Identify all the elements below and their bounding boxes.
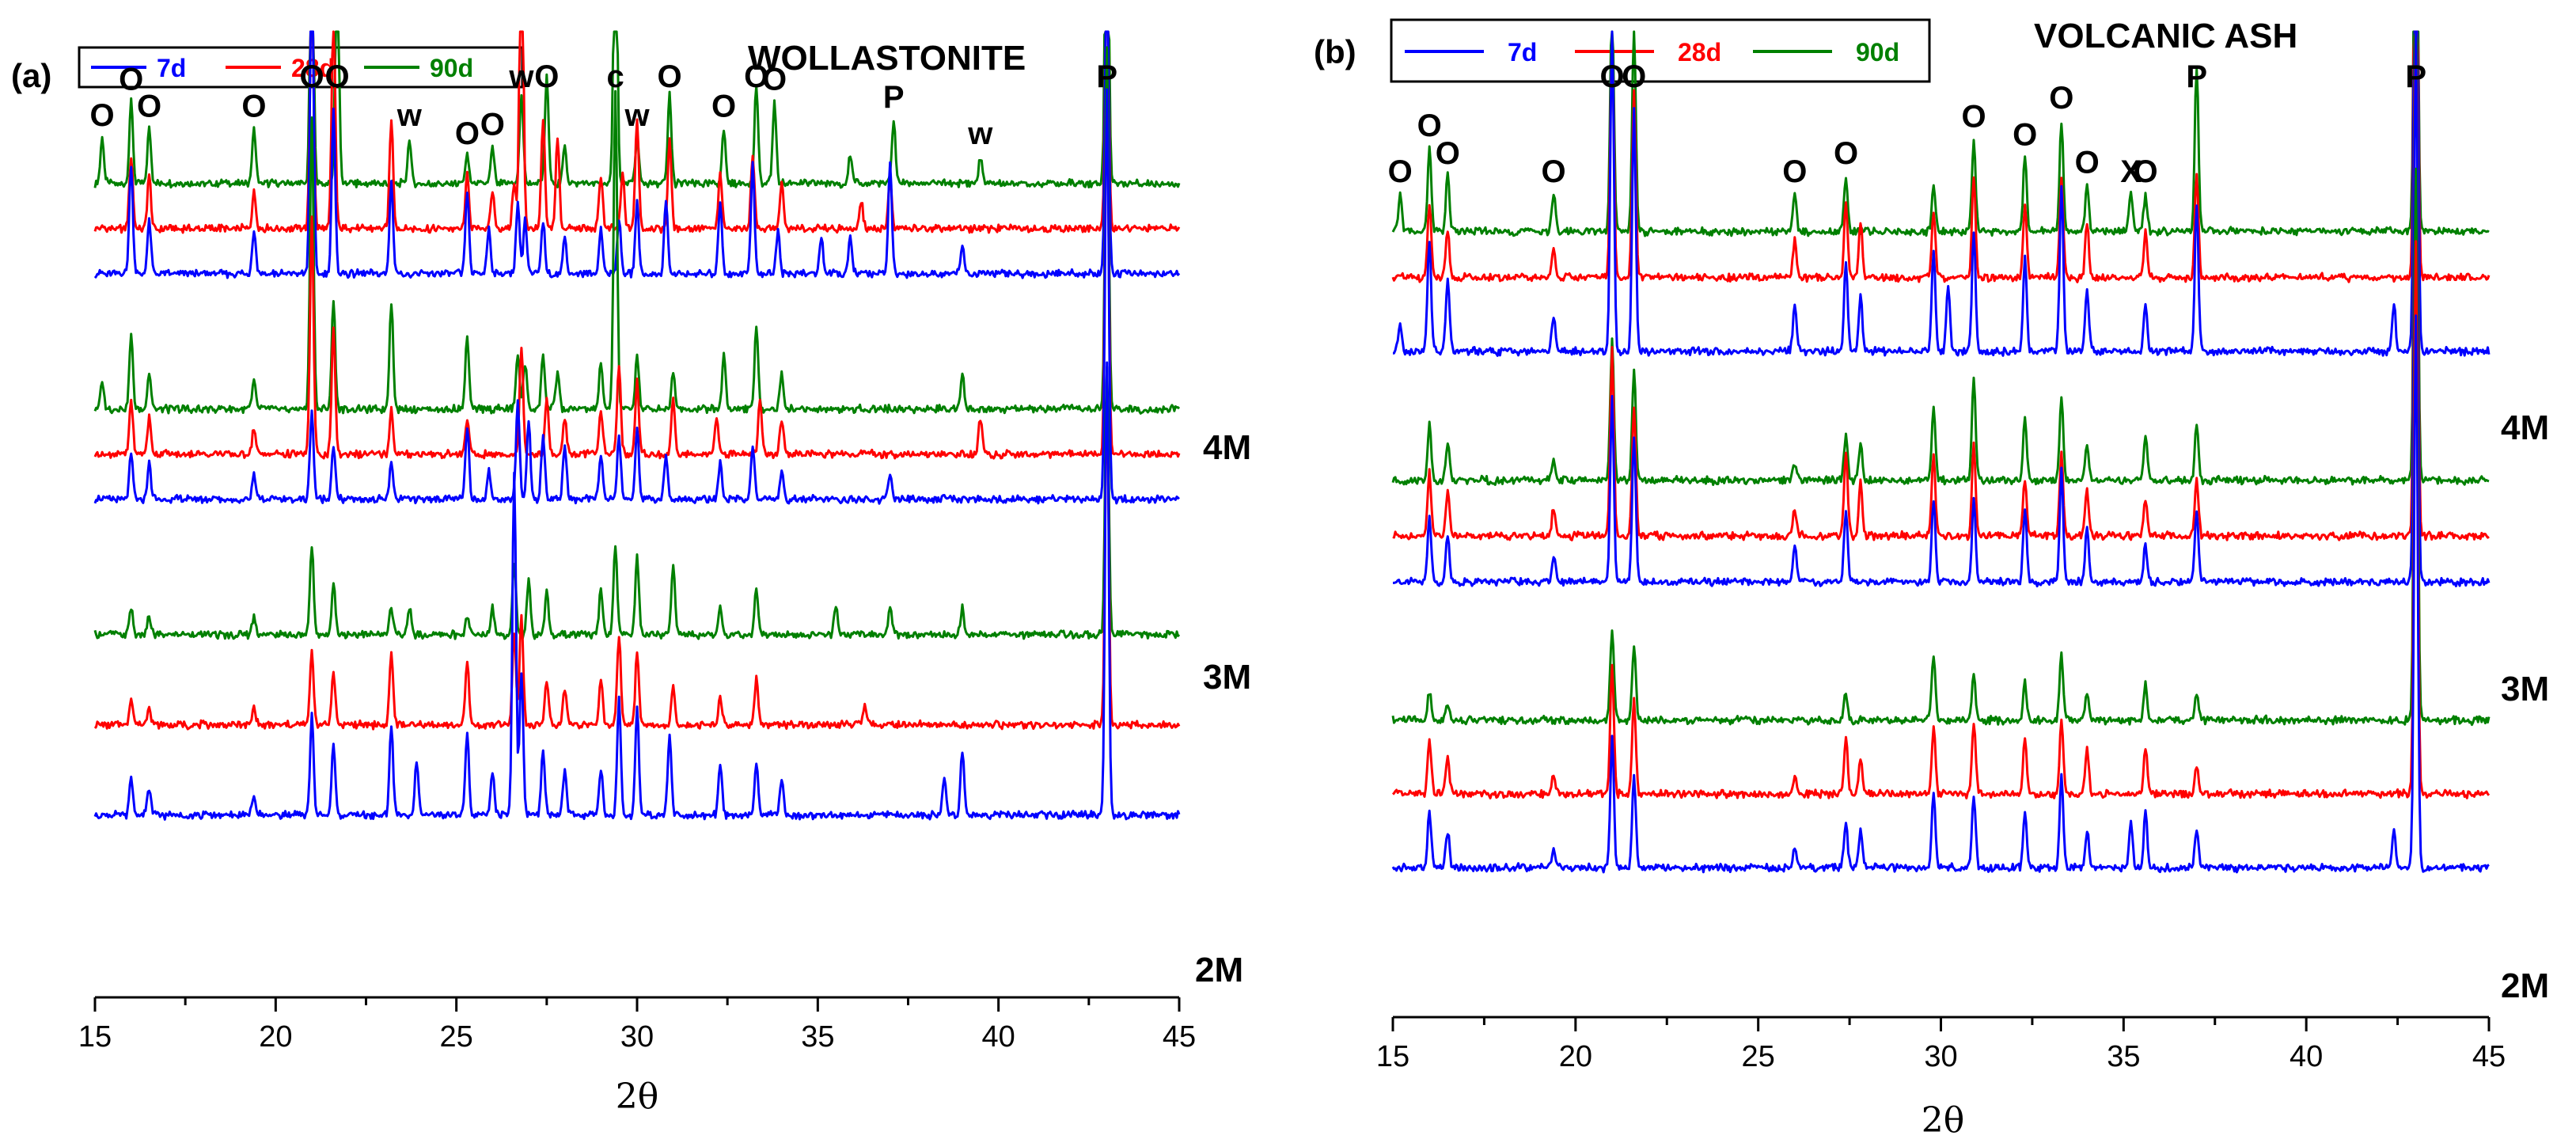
phase-label-p: P	[2186, 59, 2207, 94]
phase-label-o: O	[2133, 154, 2157, 189]
trace-3m-90d	[93, 46, 1181, 415]
phase-label-w: w	[508, 59, 534, 94]
trace-2m-7d	[93, 361, 1181, 821]
phase-label-o: O	[534, 59, 559, 94]
trace-3m-7d	[93, 88, 1180, 505]
panel-b-legend: 7d 28d 90d	[1390, 18, 1931, 83]
phase-label-p: P	[883, 80, 905, 115]
trace-2m-7d	[1391, 314, 2490, 874]
x-tick-label-15: 15	[78, 1020, 112, 1054]
panel-b-legend-90d: 90d	[1856, 38, 1899, 66]
phase-label-p: P	[1096, 59, 1117, 94]
phase-label-o: O	[1417, 108, 1442, 143]
phase-label-o: O	[324, 59, 349, 94]
phase-label-o: O	[1622, 59, 1646, 94]
phase-label-o: O	[1782, 154, 1807, 189]
x-tick-label-15: 15	[1376, 1040, 1409, 1073]
panel-a-group-label-3m: 3M	[1203, 658, 1251, 697]
phase-label-o: O	[137, 89, 161, 124]
trace-4m-7d	[1393, 30, 2491, 357]
phase-label-o: O	[241, 89, 266, 124]
trace-4m-7d	[93, 30, 1181, 279]
trace-3m-28d	[1392, 30, 2490, 541]
phase-label-o: O	[1961, 99, 1986, 134]
trace-3m-90d	[1391, 30, 2490, 486]
panel-a-group-label-4m: 4M	[1203, 428, 1251, 467]
panel-a-x-axis-title: 2θ	[616, 1077, 658, 1117]
phase-label-o: O	[744, 59, 768, 94]
phase-label-o: O	[2049, 81, 2073, 116]
trace-4m-28d	[1391, 30, 2491, 283]
x-tick-label-20: 20	[1559, 1040, 1592, 1073]
phase-label-w: w	[624, 98, 650, 133]
panel-b-group-label-2m: 2M	[2501, 966, 2549, 1005]
phase-label-o: O	[1834, 136, 1858, 171]
phase-label-o: O	[455, 116, 480, 151]
panel-a-label: (a)	[11, 57, 51, 94]
phase-label-o: O	[1388, 154, 1413, 189]
panel-b-title: VOLCANIC ASH	[2034, 17, 2297, 55]
phase-label-o: O	[658, 59, 682, 94]
x-tick-label-45: 45	[1163, 1020, 1196, 1054]
phase-label-o: O	[1542, 154, 1566, 189]
panel-b-volcanic-ash: (b) 7d 28d 90d VOLCANIC ASH OOOOOOOOOOOO…	[1314, 17, 2549, 1141]
phase-label-o: O	[762, 62, 787, 97]
panel-a-group-label-2m: 2M	[1195, 951, 1243, 989]
trace-2m-28d	[1391, 240, 2491, 799]
phase-label-o: O	[2013, 118, 2037, 153]
panel-b-group-label-4m: 4M	[2501, 408, 2549, 447]
trace-3m-7d	[1393, 30, 2491, 588]
panel-b-label: (b)	[1314, 33, 1356, 70]
phase-label-o: O	[711, 89, 736, 124]
panel-b-x-ticks: 15 20 25 30 35 40 45	[1376, 1017, 2506, 1073]
phase-label-c: c	[606, 59, 624, 94]
panel-b-legend-28d: 28d	[1678, 38, 1721, 66]
trace-4m-90d	[1391, 30, 2490, 237]
x-tick-label-35: 35	[801, 1020, 834, 1054]
phase-label-o: O	[119, 62, 143, 97]
panel-a-traces	[93, 30, 1181, 821]
panel-a-legend-90d: 90d	[430, 54, 473, 82]
panel-b-x-axis-title: 2θ	[1922, 1100, 1964, 1141]
x-tick-label-35: 35	[2107, 1040, 2140, 1073]
phase-label-o: O	[480, 107, 505, 142]
panel-a-title: WOLLASTONITE	[748, 39, 1026, 78]
x-tick-label-40: 40	[982, 1020, 1015, 1054]
x-tick-label-45: 45	[2472, 1040, 2506, 1073]
phase-label-p: P	[2405, 59, 2426, 94]
x-tick-label-40: 40	[2290, 1040, 2323, 1073]
phase-label-w: w	[967, 116, 993, 151]
panel-b-traces	[1391, 30, 2491, 874]
panel-a-x-ticks: 15 20 25 30 35 40 45	[78, 997, 1196, 1054]
x-tick-label-25: 25	[440, 1020, 473, 1054]
trace-4m-28d	[93, 30, 1181, 234]
phase-label-x: X	[2120, 154, 2142, 189]
phase-label-o: O	[1599, 59, 1624, 94]
phase-label-o: O	[90, 98, 115, 133]
phase-label-o: O	[299, 59, 324, 94]
x-tick-label-25: 25	[1742, 1040, 1775, 1073]
trace-3m-28d	[93, 93, 1181, 460]
x-tick-label-20: 20	[259, 1020, 292, 1054]
trace-2m-28d	[93, 394, 1181, 731]
trace-2m-90d	[93, 365, 1181, 640]
panel-a-legend-box	[78, 46, 524, 89]
phase-label-o: O	[1436, 136, 1460, 171]
panel-a-legend-7d: 7d	[157, 54, 186, 82]
x-tick-label-30: 30	[620, 1020, 654, 1054]
x-tick-label-30: 30	[1924, 1040, 1957, 1073]
panel-b-group-label-3m: 3M	[2501, 670, 2549, 708]
panel-b-legend-7d: 7d	[1508, 38, 1537, 66]
phase-label-w: w	[396, 98, 423, 133]
phase-label-o: O	[2075, 146, 2100, 180]
trace-2m-90d	[1391, 167, 2491, 727]
